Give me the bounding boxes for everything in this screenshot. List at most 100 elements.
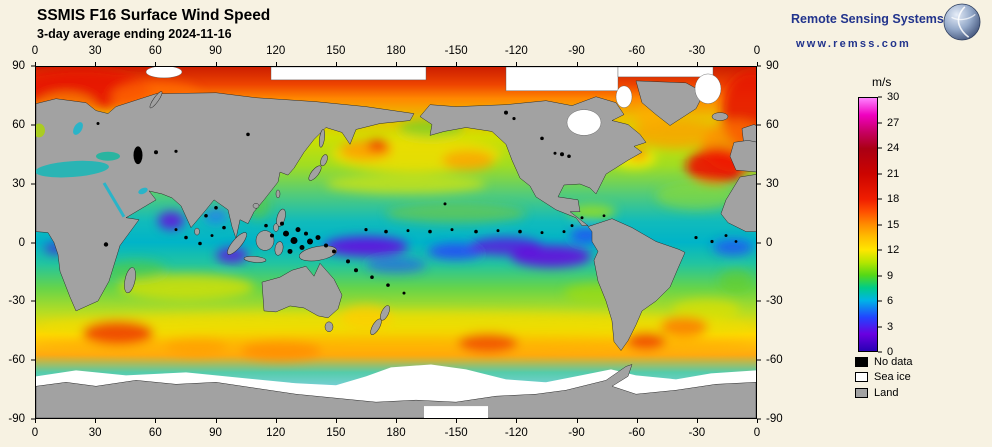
colorbar-tick-mark bbox=[878, 122, 882, 123]
caspian-sea bbox=[133, 146, 143, 165]
colorbar-ticks: 30 27 24 21 18 15 12 9 6 3 0 bbox=[878, 91, 916, 358]
legend-swatch bbox=[855, 387, 868, 398]
longitude-tick-label: 120 bbox=[266, 45, 286, 57]
longitude-tick-mark bbox=[456, 62, 458, 66]
longitude-tick-mark bbox=[95, 419, 97, 423]
longitude-tick-label: 30 bbox=[88, 427, 102, 439]
latitude-tick-label: -90 bbox=[766, 413, 783, 425]
longitude-tick-mark bbox=[757, 62, 758, 66]
longitude-axis-top: 0 30 60 90 120 150 180 -150 -120 -90 -60 -30 0 bbox=[32, 44, 760, 66]
land-iberia-france bbox=[729, 140, 756, 173]
land-antarctica bbox=[36, 364, 756, 418]
colorbar-tick-label: 30 bbox=[887, 91, 900, 103]
land-new-zealand-north bbox=[380, 305, 390, 321]
legend-item: No data bbox=[855, 354, 913, 370]
sea-ice-patches bbox=[145, 67, 722, 418]
inland-lakes bbox=[96, 110, 571, 247]
colorbar-tick-mark bbox=[878, 249, 882, 251]
latitude-tick-mark bbox=[757, 124, 761, 126]
land-philippines-south bbox=[273, 223, 279, 232]
longitude-tick-mark bbox=[516, 62, 518, 66]
land-masses bbox=[36, 80, 756, 418]
latitude-tick-label: 0 bbox=[766, 236, 773, 249]
latitude-tick-label: 60 bbox=[12, 118, 25, 131]
colorbar-tick-label: 18 bbox=[887, 193, 900, 205]
longitude-tick-mark bbox=[696, 62, 698, 66]
latitude-tick-mark bbox=[757, 65, 761, 67]
longitude-tick-mark bbox=[576, 419, 578, 423]
wind-speed-map bbox=[36, 67, 756, 418]
legend-item: Sea ice bbox=[855, 370, 913, 386]
globe-icon bbox=[943, 3, 981, 41]
longitude-tick-mark bbox=[155, 62, 157, 66]
latitude-tick-label: -60 bbox=[766, 354, 783, 367]
longitude-tick-mark bbox=[696, 419, 698, 423]
longitude-tick-label: 60 bbox=[148, 45, 162, 57]
longitude-tick-mark bbox=[576, 62, 578, 66]
page-title: SSMIS F16 Surface Wind Speed bbox=[37, 7, 271, 24]
legend-label: Land bbox=[874, 386, 899, 399]
longitude-tick-label: 90 bbox=[209, 427, 222, 439]
colorbar-tick-mark bbox=[878, 300, 882, 302]
latitude-tick-label: -30 bbox=[8, 295, 25, 308]
colorbar-tick-label: 15 bbox=[887, 218, 900, 231]
latitude-axis-right: 90 60 30 0 -30 -60 -90 bbox=[757, 60, 788, 425]
latitude-tick-mark bbox=[757, 183, 761, 185]
colorbar-gradient bbox=[858, 97, 878, 352]
longitude-tick-label: -30 bbox=[688, 45, 706, 57]
longitude-tick-mark bbox=[35, 419, 36, 423]
longitude-tick-mark bbox=[456, 419, 458, 423]
colorbar-tick-label: 6 bbox=[887, 295, 894, 307]
longitude-tick-label: -60 bbox=[628, 45, 645, 57]
colorbar-tick-label: 3 bbox=[887, 320, 894, 333]
latitude-tick-label: -30 bbox=[766, 295, 783, 308]
longitude-tick-label: -120 bbox=[504, 427, 528, 439]
longitude-tick-mark bbox=[35, 62, 36, 66]
longitude-tick-label: 120 bbox=[266, 427, 286, 439]
mediterranean-sea bbox=[36, 160, 109, 178]
longitude-tick-mark bbox=[275, 62, 277, 66]
legend-label: No data bbox=[874, 355, 913, 368]
land-japan-north bbox=[320, 154, 328, 167]
colorbar-tick-label: 24 bbox=[887, 142, 900, 154]
land-afro-eurasia bbox=[36, 92, 415, 312]
land-west-africa bbox=[720, 174, 756, 232]
longitude-tick-mark bbox=[396, 419, 397, 423]
rss-globe-logo bbox=[943, 3, 981, 41]
legend-item: Land bbox=[855, 385, 913, 401]
colorbar-tick-mark bbox=[878, 173, 882, 174]
longitude-tick-label: 150 bbox=[326, 427, 346, 439]
colorbar-tick-label: 12 bbox=[887, 244, 900, 256]
colorbar-tick-mark bbox=[878, 275, 882, 276]
land-australia bbox=[261, 263, 343, 319]
latitude-tick-mark bbox=[757, 300, 761, 302]
brand-name: Remote Sensing Systems bbox=[791, 12, 944, 26]
longitude-tick-mark bbox=[275, 419, 277, 423]
land-new-zealand-south bbox=[370, 318, 382, 335]
longitude-tick-mark bbox=[335, 419, 337, 423]
colorbar-tick-label: 0 bbox=[887, 346, 894, 358]
land-sumatra bbox=[227, 232, 247, 255]
latitude-tick-label: -90 bbox=[8, 413, 25, 425]
land-tasmania bbox=[324, 321, 334, 332]
brand-url[interactable]: www.remss.com bbox=[796, 38, 912, 50]
inland-seas bbox=[36, 122, 148, 218]
latitude-tick-label: -60 bbox=[8, 354, 25, 367]
latitude-tick-mark bbox=[757, 359, 761, 361]
latitude-tick-mark bbox=[31, 418, 35, 420]
longitude-tick-mark bbox=[396, 62, 397, 66]
legend-label: Sea ice bbox=[874, 371, 911, 384]
latitude-tick-label: 30 bbox=[12, 177, 25, 190]
legend-swatch bbox=[855, 356, 868, 367]
longitude-tick-mark bbox=[215, 419, 217, 423]
colorbar-tick-mark bbox=[878, 96, 882, 98]
persian-gulf bbox=[138, 187, 148, 195]
no-data-speckles bbox=[174, 202, 738, 295]
red-sea bbox=[102, 182, 126, 218]
latitude-tick-mark bbox=[31, 242, 35, 243]
latitude-tick-label: 60 bbox=[766, 118, 779, 131]
land-java bbox=[243, 255, 267, 263]
longitude-axis-bottom: 0 30 60 90 120 150 180 -150 -120 -90 -60 -30 0 bbox=[32, 419, 760, 441]
colorbar-unit: m/s bbox=[872, 75, 892, 89]
colorbar-tick-mark bbox=[878, 224, 882, 225]
